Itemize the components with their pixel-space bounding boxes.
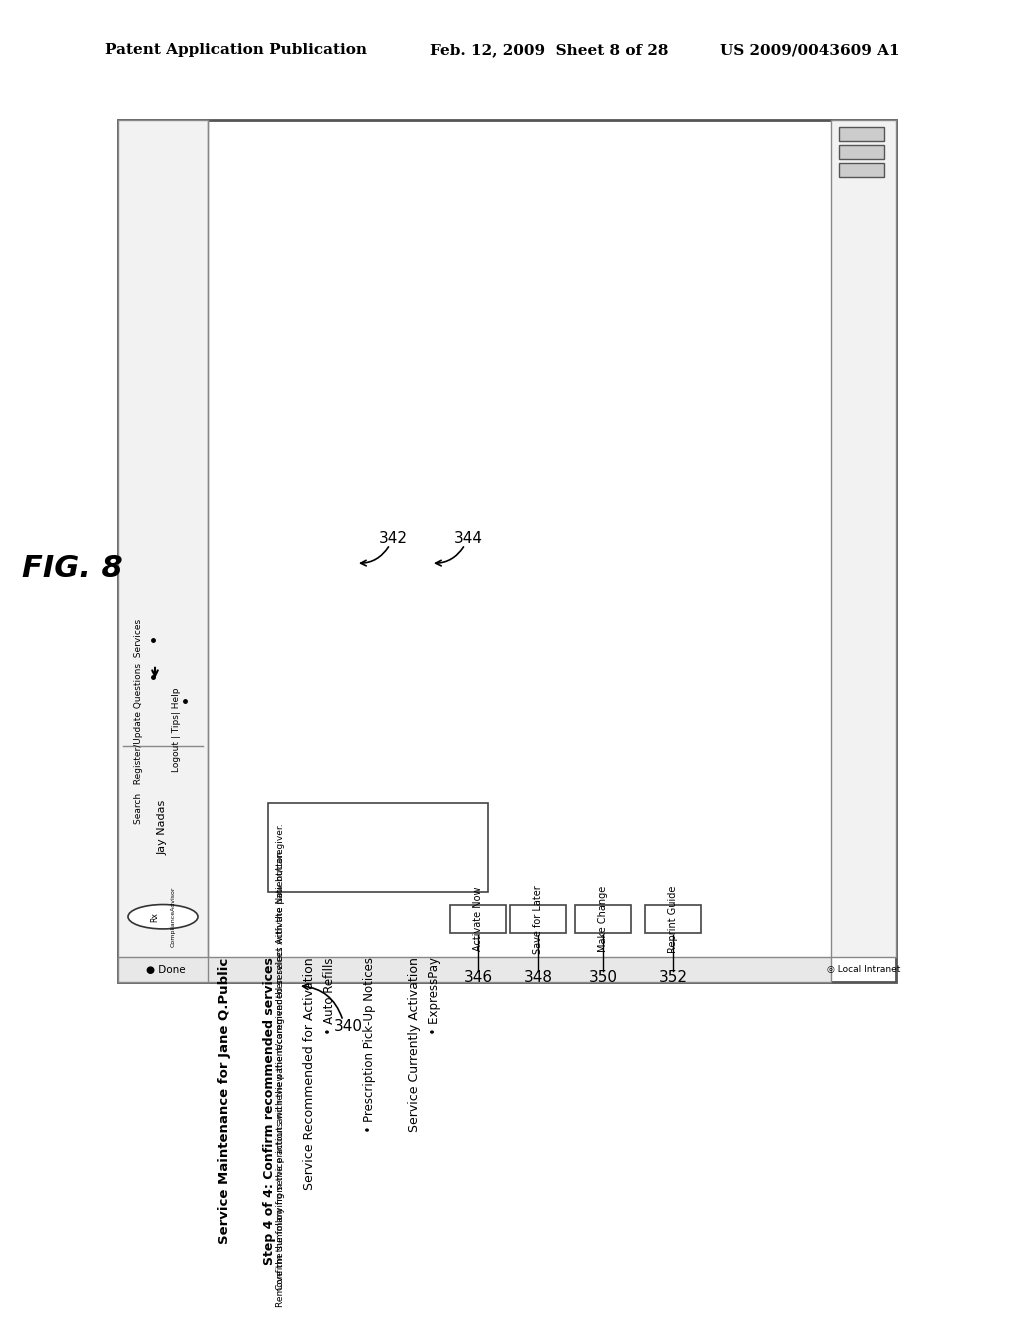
Bar xyxy=(118,120,896,982)
Text: Jay Nadas: Jay Nadas xyxy=(158,800,168,855)
Text: • Prescription Pick-Up Notices: • Prescription Pick-Up Notices xyxy=(362,957,376,1140)
Text: 344: 344 xyxy=(454,532,482,546)
Text: 348: 348 xyxy=(523,970,553,985)
Text: Confirm the following service actions with the patient/caregiver then select Act: Confirm the following service actions wi… xyxy=(276,847,285,1290)
Text: Save for Later: Save for Later xyxy=(534,884,543,953)
Text: Step 4 of 4: Confirm recommended services: Step 4 of 4: Confirm recommended service… xyxy=(263,957,276,1266)
Text: ◎ Local Intranet: ◎ Local Intranet xyxy=(826,965,900,974)
Text: Service Recommended for Activation: Service Recommended for Activation xyxy=(303,957,316,1191)
Text: 340: 340 xyxy=(334,1019,362,1034)
Bar xyxy=(575,904,631,933)
Bar xyxy=(118,120,208,982)
Text: • ExpressPay: • ExpressPay xyxy=(428,957,441,1043)
Text: Remove the summary from the printout and review the recommended services with th: Remove the summary from the printout and… xyxy=(276,824,285,1307)
Text: 346: 346 xyxy=(464,970,493,985)
Text: FIG. 8: FIG. 8 xyxy=(22,554,123,583)
Text: US 2009/0043609 A1: US 2009/0043609 A1 xyxy=(720,44,900,57)
Text: Search   Register/Update Questions  Services: Search Register/Update Questions Service… xyxy=(134,619,143,824)
Text: Make Change: Make Change xyxy=(598,886,608,952)
Text: 352: 352 xyxy=(658,970,687,985)
Text: ComplianceAdvisor: ComplianceAdvisor xyxy=(171,887,175,946)
Bar xyxy=(510,904,566,933)
Bar xyxy=(645,904,701,933)
Bar xyxy=(839,145,884,160)
Bar xyxy=(450,904,506,933)
Text: Patent Application Publication: Patent Application Publication xyxy=(105,44,367,57)
Text: Rx: Rx xyxy=(151,912,160,921)
Text: Activate Now: Activate Now xyxy=(473,887,483,952)
Text: Service Currently Activation: Service Currently Activation xyxy=(408,957,421,1133)
Text: Service Maintenance for Jane Q.Public: Service Maintenance for Jane Q.Public xyxy=(218,957,231,1243)
Text: ● Done: ● Done xyxy=(146,965,185,974)
Bar xyxy=(839,162,884,177)
Bar xyxy=(839,127,884,141)
Text: Logout | Tips| Help: Logout | Tips| Help xyxy=(172,688,181,772)
Bar xyxy=(118,957,831,982)
Text: Feb. 12, 2009  Sheet 8 of 28: Feb. 12, 2009 Sheet 8 of 28 xyxy=(430,44,669,57)
Bar xyxy=(268,803,488,892)
Text: Reprint Guide: Reprint Guide xyxy=(668,886,678,953)
Bar xyxy=(831,120,896,957)
Text: • Auto Refills: • Auto Refills xyxy=(323,957,336,1041)
Ellipse shape xyxy=(128,904,198,929)
Text: 350: 350 xyxy=(589,970,617,985)
Text: 342: 342 xyxy=(379,532,408,546)
